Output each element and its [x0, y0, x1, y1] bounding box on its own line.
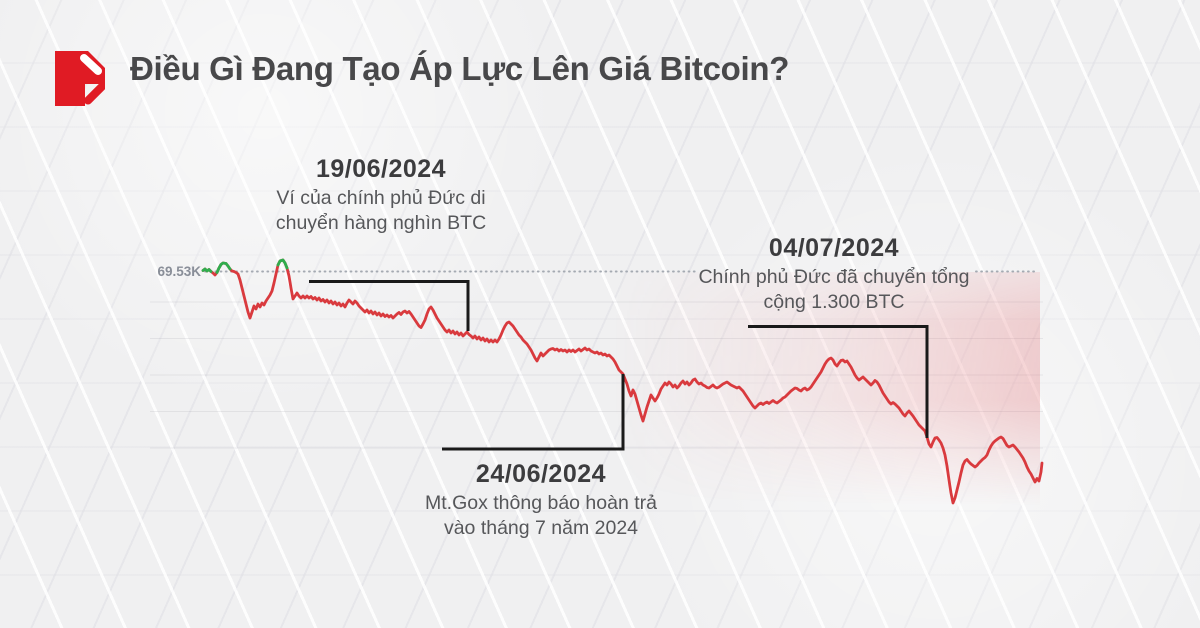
- event-text: Ví của chính phủ Đức di: [276, 187, 486, 209]
- event-annotation-german-wallet: 19/06/2024 Ví của chính phủ Đức di chuyể…: [276, 156, 486, 236]
- logo-slash-white-icon: [80, 54, 102, 75]
- event-text: cộng 1.300 BTC: [763, 291, 905, 313]
- event-text: chuyển hàng nghìn BTC: [275, 212, 487, 234]
- logo-square: [55, 51, 105, 106]
- event-annotation-mtgox: 24/06/2024 Mt.Gox thông báo hoàn trả vào…: [425, 461, 657, 541]
- event-text: Mt.Gox thông báo hoàn trả: [425, 492, 657, 514]
- event-date: 24/06/2024: [475, 460, 607, 488]
- event-date: 19/06/2024: [315, 155, 447, 183]
- brand-logo: [55, 51, 105, 106]
- event-text: vào tháng 7 năm 2024: [443, 517, 639, 539]
- event-date: 04/07/2024: [768, 234, 900, 262]
- event-annotation-german-transfer: 04/07/2024 Chính phủ Đức đã chuyển tổng …: [698, 235, 969, 315]
- logo-slash-red-icon: [84, 82, 105, 105]
- event-text: Chính phủ Đức đã chuyển tổng: [698, 266, 970, 288]
- page-title: Điều Gì Đang Tạo Áp Lực Lên Giá Bitcoin?: [130, 50, 790, 87]
